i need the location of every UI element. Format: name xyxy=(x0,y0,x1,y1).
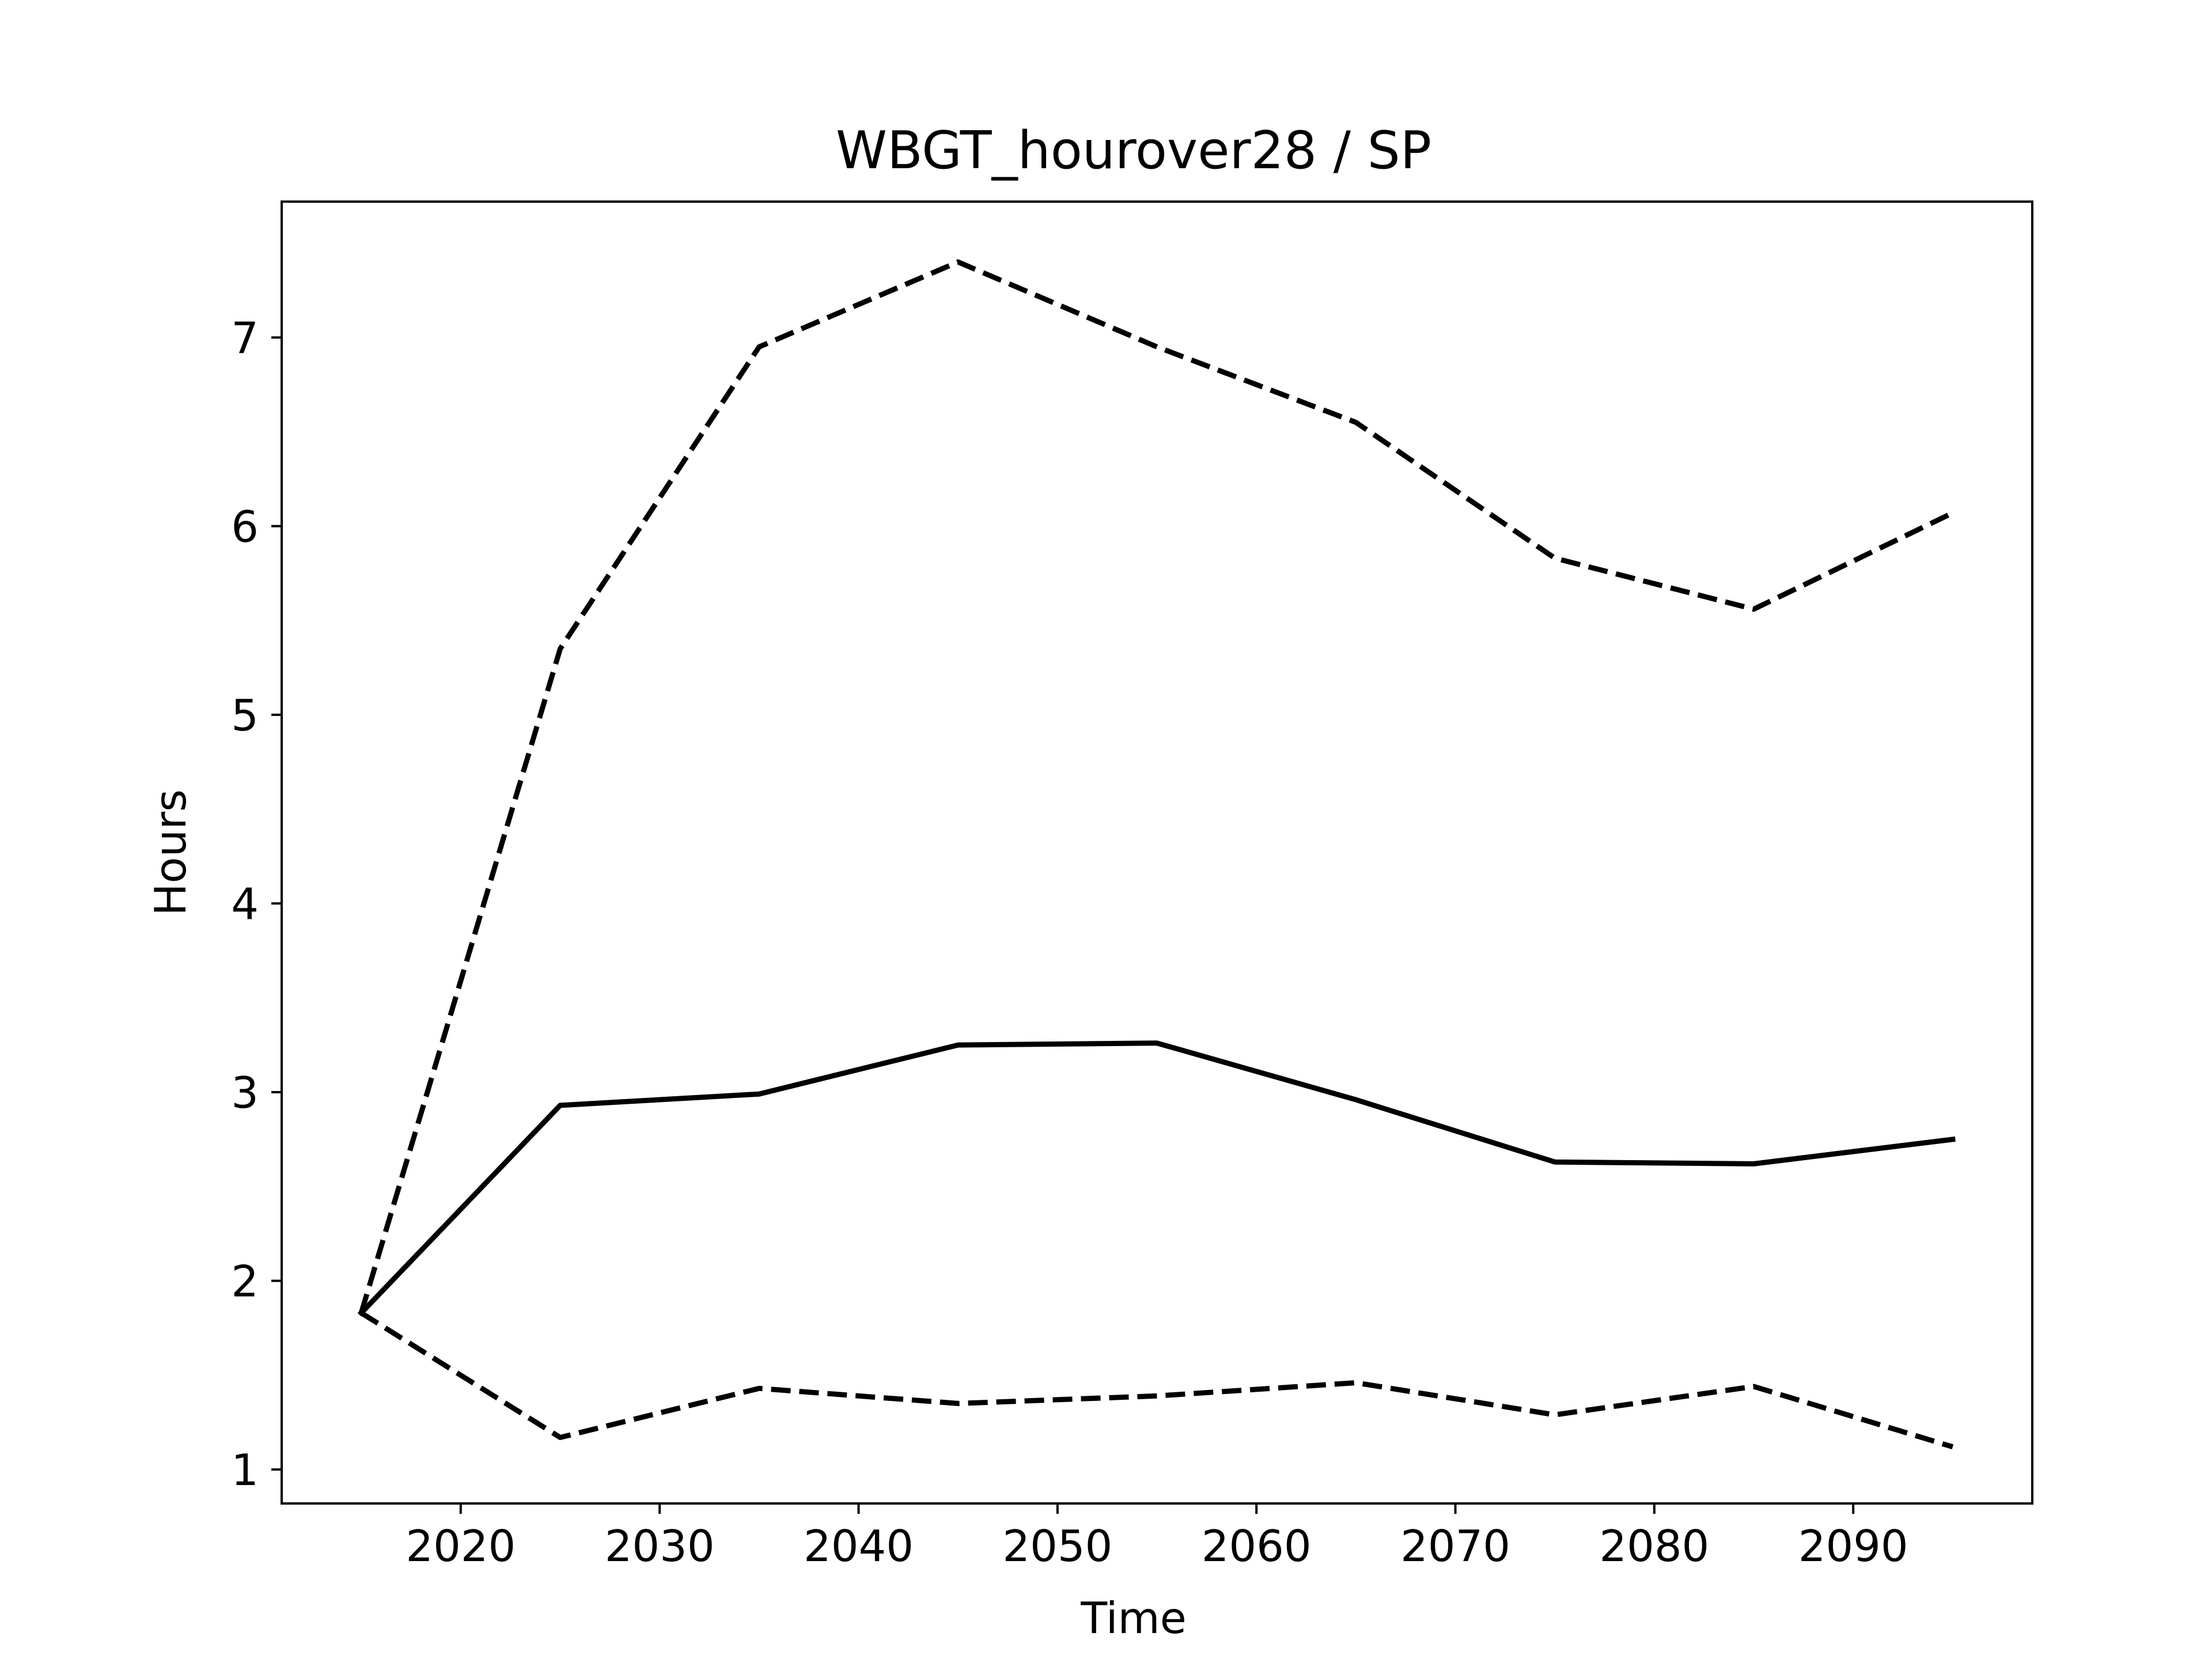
x-tick-label: 2020 xyxy=(406,1521,516,1571)
series-line-dashed-2 xyxy=(359,1310,1954,1450)
x-tick-label: 2040 xyxy=(804,1521,914,1571)
y-tick-label: 6 xyxy=(231,501,259,552)
y-tick-label: 4 xyxy=(231,878,259,929)
x-tick-label: 2080 xyxy=(1599,1521,1709,1571)
y-axis-label: Hours xyxy=(145,789,196,916)
x-tick-label: 2090 xyxy=(1798,1521,1908,1571)
series-layer xyxy=(357,259,1956,1450)
y-tick-label: 1 xyxy=(231,1445,259,1495)
x-tick-label: 2030 xyxy=(605,1521,715,1571)
y-tick-label: 2 xyxy=(231,1256,259,1307)
x-tick-label: 2060 xyxy=(1202,1521,1312,1571)
plot-frame xyxy=(281,200,2033,1505)
ticks-layer: 2020 2030 2040 2050 2060 2070 2080 2090 1 2 3 4 5 6 7 xyxy=(231,313,1908,1571)
y-tick-label: 7 xyxy=(231,313,259,363)
x-axis-label: Time xyxy=(1080,1593,1187,1643)
x-tick-label: 2050 xyxy=(1002,1521,1112,1571)
series-line-solid xyxy=(357,1040,1956,1317)
chart-title: WBGT_hourover28 / SP xyxy=(836,120,1431,181)
x-tick-label: 2070 xyxy=(1400,1521,1510,1571)
y-tick-label: 5 xyxy=(231,690,259,741)
series-line-dashed-1 xyxy=(358,259,1954,1314)
y-tick-label: 3 xyxy=(231,1067,259,1118)
